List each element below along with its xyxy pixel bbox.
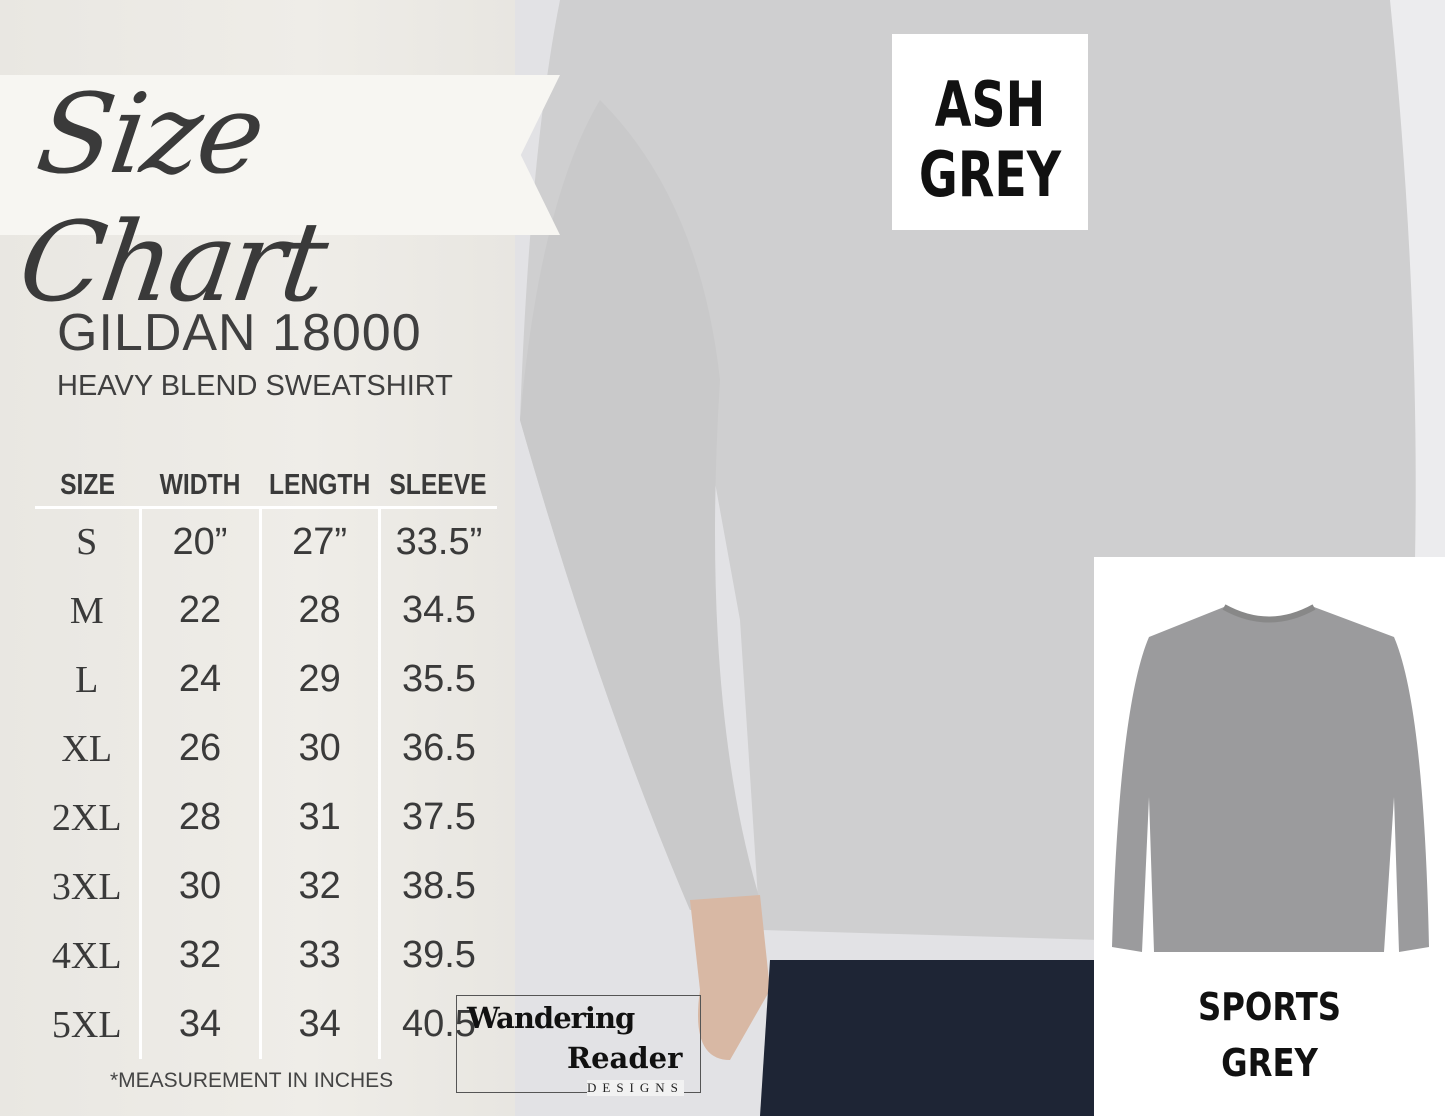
table-row: S 20” 27” 33.5” [35,507,497,576]
ash-line1: ASH [934,68,1046,141]
ash-grey-label: ASH GREY [892,34,1088,230]
wandering-reader-logo: Wandering Reader DESIGNS [456,995,701,1096]
measurement-cell: 30 [260,714,381,783]
chart-title: Size Chart [12,70,333,326]
table-row: L 24 29 35.5 [35,645,497,714]
sports-line1: SPORTS [1197,985,1342,1029]
table-row: 5XL 34 34 40.5 [35,990,497,1059]
measurement-cell: 40.5 [401,1003,476,1045]
column-header: LENGTH [268,465,371,509]
measurement-cell: 32 [140,921,262,990]
sports-line2: GREY [1221,1041,1318,1085]
size-table: SIZE WIDTH LENGTH SLEEVE S 20” 27” 33.5” M 22 28 3… [35,465,497,1059]
measurement-cell: 31 [260,783,381,852]
measurement-cell: 22 [140,576,262,645]
measurement-cell: 30 [140,852,262,921]
measurement-cell: 35.5 [401,658,476,700]
column-header: SIZE [42,465,133,509]
size-cell: 4XL [35,921,142,990]
table-row: 3XL 30 32 38.5 [35,852,497,921]
sports-grey-swatch: SPORTS GREY [1094,557,1445,1116]
measurement-cell: 34 [140,990,262,1059]
column-header: SLEEVE [388,465,489,509]
table-row: XL 26 30 36.5 [35,714,497,783]
measurement-cell: 29 [260,645,381,714]
measurement-cell: 27” [260,507,381,576]
logo-line3: DESIGNS [587,1080,684,1096]
product-brand: GILDAN 18000 [57,304,422,362]
measurement-cell: 28 [260,576,381,645]
sports-grey-sweatshirt-image [1112,604,1429,952]
measurement-cell: 28 [140,783,262,852]
table-row: M 22 28 34.5 [35,576,497,645]
table-row: 2XL 28 31 37.5 [35,783,497,852]
product-subtitle: HEAVY BLEND SWEATSHIRT [57,370,453,402]
measurement-cell: 33 [260,921,381,990]
measurement-cell: 37.5 [401,796,476,838]
size-cell: 5XL [35,990,142,1059]
ash-line2: GREY [918,138,1062,211]
size-chart-panel: Size Chart GILDAN 18000 HEAVY BLEND SWEA… [0,0,560,1116]
size-cell: M [35,576,142,645]
measurement-note: *MEASUREMENT IN INCHES [110,1069,394,1092]
measurement-cell: 32 [260,852,381,921]
column-header: WIDTH [149,465,251,509]
title-banner [0,75,560,235]
logo-line1: Wandering [467,1001,635,1035]
size-cell: 2XL [35,783,142,852]
size-cell: L [35,645,142,714]
measurement-cell: 39.5 [401,934,476,976]
size-cell: XL [35,714,142,783]
measurement-cell: 26 [140,714,262,783]
size-cell: S [35,507,142,576]
measurement-cell: 33.5” [395,520,483,563]
measurement-cell: 20” [140,507,262,576]
measurement-cell: 36.5 [401,727,476,769]
table-row: 4XL 32 33 39.5 [35,921,497,990]
measurement-cell: 38.5 [401,865,476,907]
logo-line2: Reader [567,1041,683,1075]
size-cell: 3XL [35,852,142,921]
measurement-cell: 24 [140,645,262,714]
measurement-cell: 34.5 [401,589,476,631]
measurement-cell: 34 [260,990,381,1059]
